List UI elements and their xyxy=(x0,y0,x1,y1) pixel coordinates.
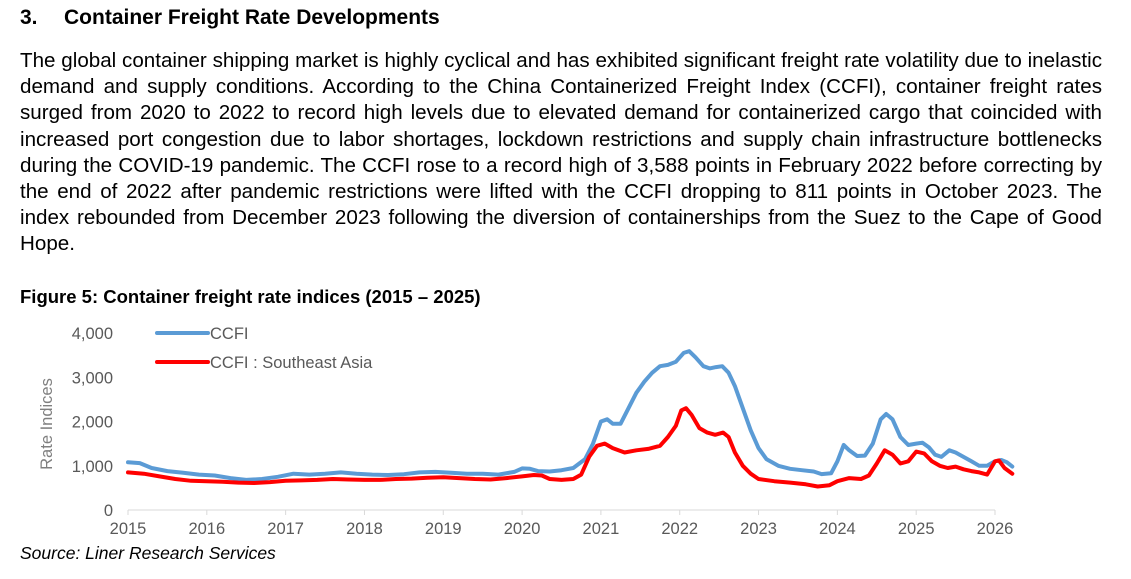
x-tick-label: 2025 xyxy=(898,520,935,538)
x-tick-label: 2026 xyxy=(977,520,1014,538)
x-tick-label: 2017 xyxy=(267,520,304,538)
figure-source: Source: Liner Research Services xyxy=(20,543,276,563)
y-axis-title: Rate Indices xyxy=(38,378,56,470)
section-title: Container Freight Rate Developments xyxy=(64,6,440,29)
y-tick-label: 3,000 xyxy=(72,369,113,387)
series-lines xyxy=(126,349,1015,489)
x-axis-tick-labels: 2015 2016 2017 2018 2019 2020 2021 2022 2023 2024… xyxy=(110,520,1014,538)
legend-label: CCFI xyxy=(210,325,249,343)
x-tick-label: 2024 xyxy=(819,520,856,538)
y-axis-tick-labels: 0 1,000 2,000 3,000 4,000 xyxy=(72,325,113,520)
x-tick-label: 2020 xyxy=(504,520,541,538)
legend: CCFI CCFI : Southeast Asia xyxy=(155,325,373,372)
section-number: 3. xyxy=(20,6,38,29)
x-tick-label: 2022 xyxy=(661,520,698,538)
x-tick-label: 2021 xyxy=(583,520,620,538)
y-tick-label: 4,000 xyxy=(72,325,113,343)
figure-title: Figure 5: Container freight rate indices… xyxy=(20,286,481,307)
x-tick-label: 2019 xyxy=(425,520,462,538)
x-tick-label: 2018 xyxy=(346,520,383,538)
body-paragraph: The global container shipping market is … xyxy=(20,49,1102,256)
y-tick-label: 0 xyxy=(104,502,113,520)
series-line-ccfi xyxy=(126,349,1015,482)
y-tick-label: 2,000 xyxy=(72,414,113,432)
section-heading: 3. Container Freight Rate Developments xyxy=(20,6,440,30)
x-axis-tick-marks xyxy=(127,510,996,515)
legend-label: CCFI : Southeast Asia xyxy=(210,354,373,372)
series-line-ccfi-southeast-asia xyxy=(126,406,1015,489)
x-tick-label: 2015 xyxy=(110,520,147,538)
x-tick-label: 2023 xyxy=(740,520,777,538)
x-tick-label: 2016 xyxy=(188,520,225,538)
y-tick-label: 1,000 xyxy=(72,458,113,476)
